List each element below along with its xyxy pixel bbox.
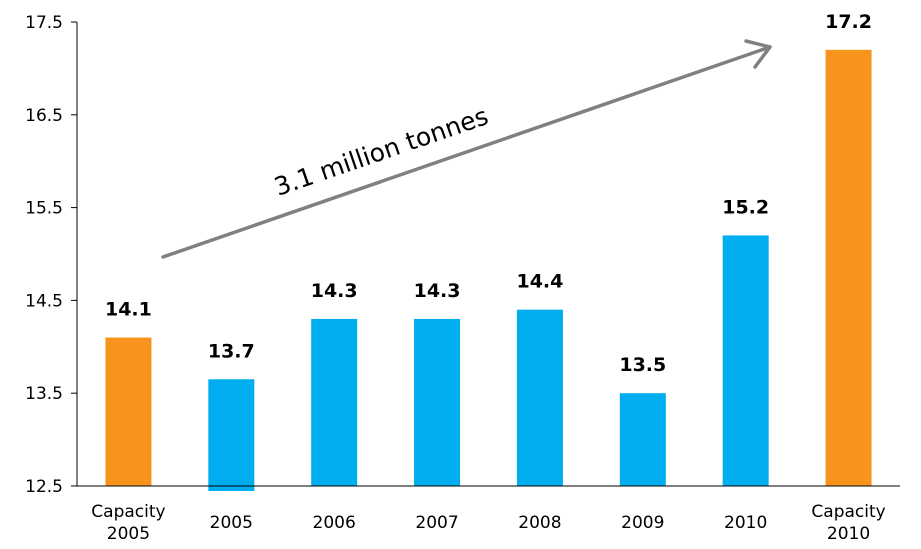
bar — [516, 309, 563, 486]
x-category-label: Capacity 2005 — [91, 502, 165, 544]
bar — [414, 318, 461, 486]
x-category-label: Capacity 2010 — [811, 502, 885, 544]
bar — [208, 379, 255, 491]
growth-annotation-text: 3.1 million tonnes — [271, 101, 492, 201]
data-label: 15.2 — [722, 196, 769, 218]
y-tick-label: 14.5 — [25, 291, 63, 311]
x-category-label: 2009 — [621, 513, 664, 533]
x-category-label: 2007 — [415, 513, 458, 533]
data-label: 13.5 — [619, 354, 666, 376]
data-label: 14.3 — [311, 280, 358, 302]
x-category-label: 2008 — [518, 513, 561, 533]
y-tick-label: 13.5 — [25, 384, 63, 404]
data-label: 13.7 — [208, 340, 255, 362]
data-label: 17.2 — [825, 11, 872, 33]
data-label: 14.4 — [516, 271, 563, 293]
bar — [105, 337, 152, 486]
y-tick-label: 17.5 — [25, 13, 63, 33]
category-labels: Capacity 2005 2005 2006 2007 2008 2009 2010 Capa… — [91, 502, 885, 544]
x-category-label: 2006 — [313, 513, 356, 533]
growth-arrow-head — [744, 39, 772, 69]
growth-arrow — [161, 45, 772, 259]
data-labels: 14.1 13.7 14.3 14.3 14.4 13.5 15.2 17.2 — [105, 11, 872, 376]
y-tick-label: 16.5 — [25, 106, 63, 126]
x-category-label: 2010 — [724, 513, 767, 533]
x-category-label: 2005 — [210, 513, 253, 533]
data-label: 14.3 — [414, 280, 461, 302]
bar — [311, 318, 358, 486]
y-axis: 12.5 13.5 14.5 15.5 16.5 17.5 — [25, 13, 78, 497]
y-tick-label: 12.5 — [25, 477, 63, 497]
data-label: 14.1 — [105, 299, 152, 321]
bar — [722, 235, 769, 486]
bar — [825, 49, 872, 487]
y-tick-label: 15.5 — [25, 199, 63, 219]
growth-annotation: 3.1 million tonnes — [161, 39, 772, 259]
bar — [619, 393, 666, 486]
bars — [77, 49, 900, 491]
